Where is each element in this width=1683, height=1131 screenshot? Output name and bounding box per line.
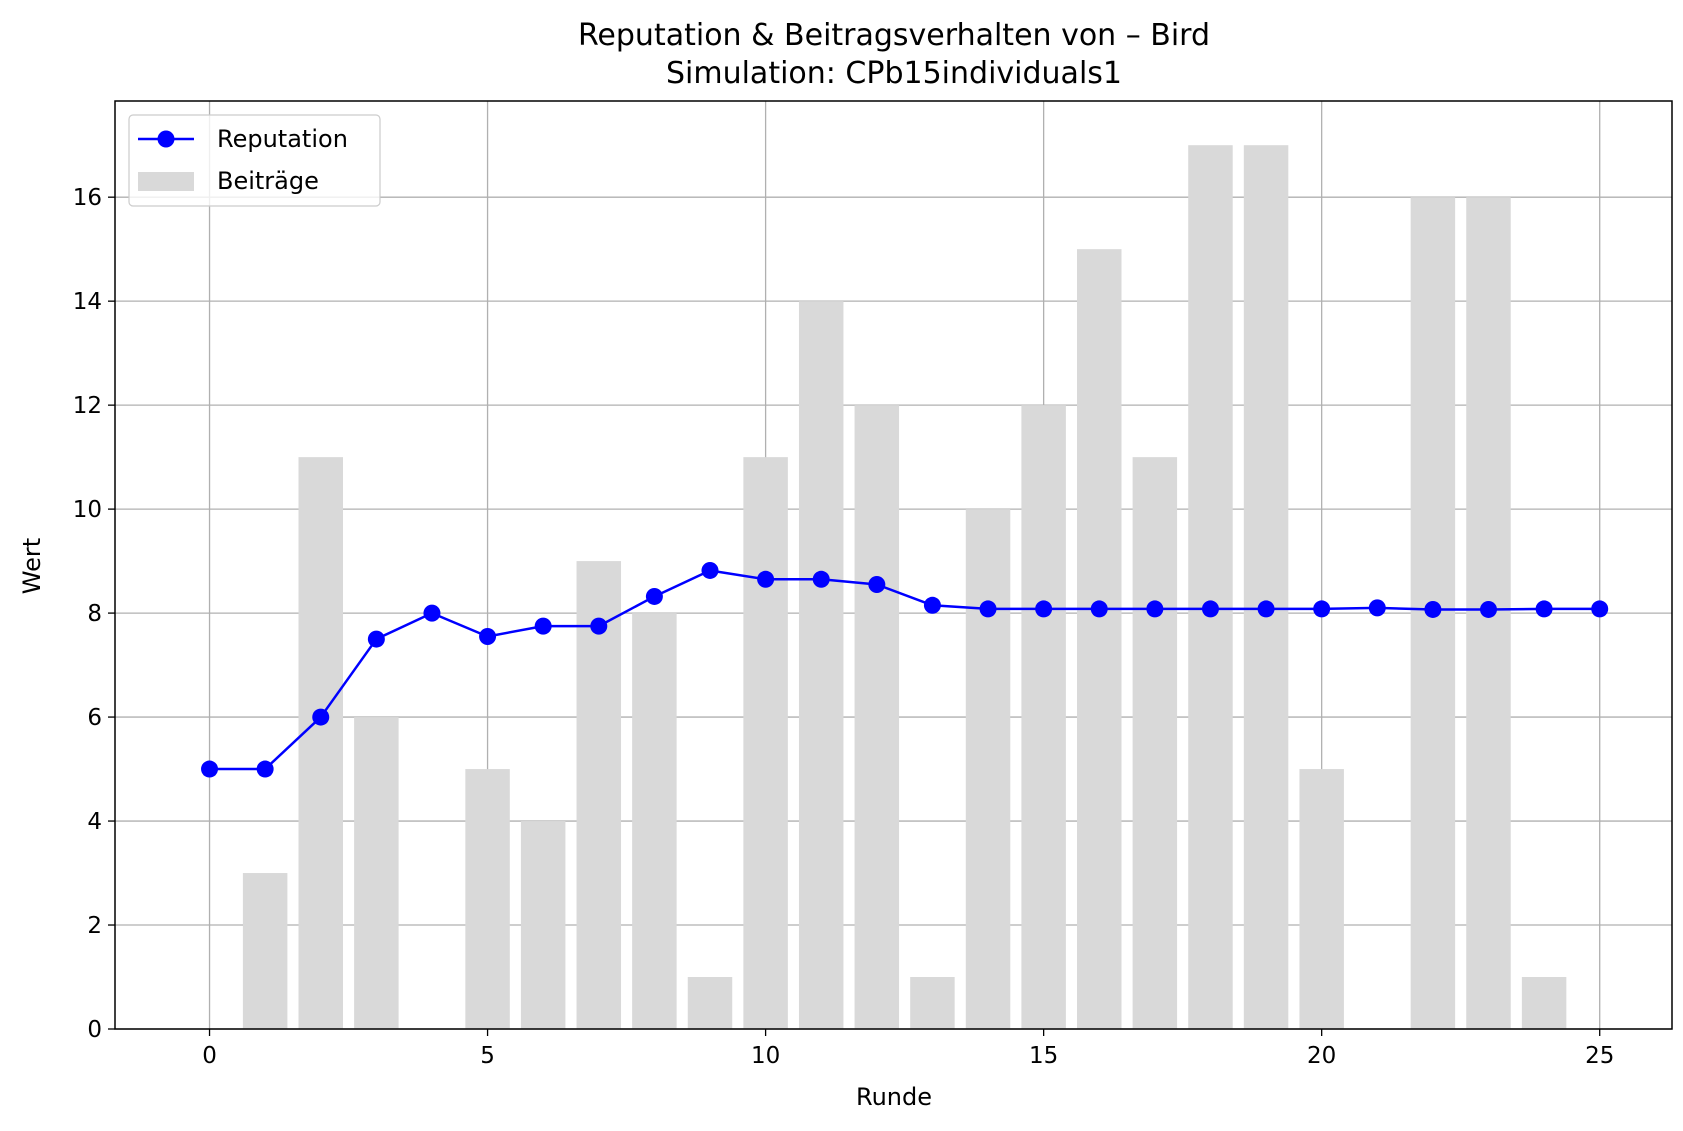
x-tick-label: 15 bbox=[1029, 1043, 1058, 1069]
bar bbox=[1021, 405, 1066, 1029]
reputation-point bbox=[479, 627, 497, 645]
x-tick-label: 20 bbox=[1307, 1043, 1336, 1069]
reputation-point bbox=[534, 617, 552, 635]
chart-title: Reputation & Beitragsverhalten von – Bir… bbox=[578, 18, 1210, 53]
legend-dot-marker bbox=[157, 130, 175, 148]
reputation-point bbox=[757, 570, 775, 588]
bar bbox=[1521, 977, 1567, 1029]
reputation-point bbox=[423, 604, 441, 622]
reputation-point bbox=[1035, 600, 1053, 618]
reputation-point bbox=[1201, 600, 1219, 618]
x-tick-label: 10 bbox=[751, 1043, 780, 1069]
y-tick-label: 0 bbox=[87, 1017, 102, 1043]
reputation-point bbox=[812, 570, 830, 588]
x-tick-label: 5 bbox=[480, 1043, 495, 1069]
y-tick-label: 16 bbox=[73, 185, 102, 211]
bar bbox=[576, 561, 622, 1029]
legend-label-reputation: Reputation bbox=[217, 125, 348, 153]
bar bbox=[1299, 769, 1344, 1029]
reputation-point bbox=[868, 575, 886, 593]
reputation-point bbox=[1535, 600, 1553, 618]
plot-frame bbox=[114, 100, 1673, 1030]
bar bbox=[965, 509, 1011, 1029]
bar bbox=[798, 301, 844, 1029]
y-tick-label: 14 bbox=[73, 289, 102, 315]
reputation-point bbox=[923, 596, 941, 614]
reputation-point bbox=[979, 600, 997, 618]
bar bbox=[1188, 145, 1233, 1029]
bar bbox=[1243, 145, 1289, 1029]
y-tick-label: 4 bbox=[87, 809, 102, 835]
bar bbox=[465, 769, 510, 1029]
bar bbox=[632, 613, 677, 1029]
x-tick-label: 25 bbox=[1585, 1043, 1614, 1069]
x-tick-label: 0 bbox=[202, 1043, 217, 1069]
reputation-point bbox=[645, 587, 663, 605]
ticks: 0 5 10 15 20 25 0 2 4 6 8 10 12 14 16 bbox=[73, 185, 1615, 1069]
y-tick-label: 8 bbox=[87, 601, 102, 627]
reputation-point bbox=[256, 760, 274, 778]
reputation-point bbox=[1424, 600, 1442, 618]
bar bbox=[354, 717, 399, 1029]
bar bbox=[1077, 249, 1122, 1029]
reputation-point bbox=[1479, 600, 1497, 618]
bar bbox=[1132, 457, 1178, 1029]
y-tick-label: 12 bbox=[73, 393, 102, 419]
reputation-point bbox=[201, 760, 219, 778]
reputation-point bbox=[1090, 600, 1108, 618]
reputation-point bbox=[701, 561, 719, 579]
bar bbox=[687, 977, 733, 1029]
bar bbox=[854, 405, 900, 1029]
legend-bar-swatch bbox=[138, 172, 194, 191]
reputation-point bbox=[312, 708, 330, 726]
bar-series bbox=[242, 145, 1567, 1030]
x-axis-label: Runde bbox=[856, 1083, 932, 1111]
y-axis-label: Wert bbox=[18, 538, 46, 594]
line-series bbox=[201, 561, 1609, 778]
y-tick-label: 10 bbox=[73, 497, 102, 523]
reputation-point bbox=[1146, 600, 1164, 618]
reputation-point bbox=[1313, 600, 1331, 618]
reputation-point bbox=[1257, 600, 1275, 618]
reputation-line bbox=[209, 569, 1600, 771]
bar bbox=[743, 457, 788, 1029]
reputation-point bbox=[1368, 599, 1386, 617]
legend-label-beitraege: Beiträge bbox=[217, 167, 319, 195]
legend: Reputation Beiträge bbox=[128, 114, 381, 207]
reputation-point bbox=[1591, 600, 1609, 618]
reputation-point bbox=[590, 617, 608, 635]
bar bbox=[910, 977, 955, 1029]
chart-subtitle: Simulation: CPb15individuals1 bbox=[666, 56, 1122, 91]
bar bbox=[520, 821, 566, 1029]
bar bbox=[298, 457, 343, 1029]
y-tick-label: 2 bbox=[87, 913, 102, 939]
reputation-point bbox=[367, 630, 385, 648]
bar bbox=[242, 873, 288, 1029]
y-tick-label: 6 bbox=[87, 705, 102, 731]
